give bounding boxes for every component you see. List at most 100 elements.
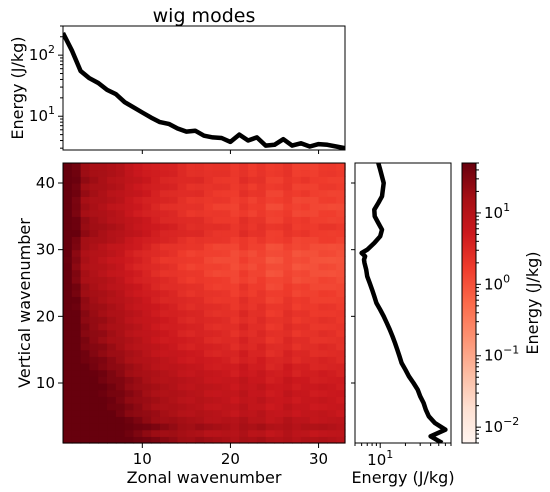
heatmap-cell (292, 363, 302, 371)
heatmap-cell (204, 429, 214, 437)
heatmap-cell (89, 369, 99, 377)
heatmap-cell (230, 376, 240, 384)
heatmap-cell (71, 389, 82, 397)
heatmap-cell (168, 196, 179, 204)
heatmap-cell (168, 336, 179, 344)
heatmap-cell (124, 189, 135, 197)
heatmap-cell (230, 263, 240, 271)
heatmap-cell (80, 409, 91, 417)
heatmap-cell (63, 163, 73, 171)
heatmap-cell (89, 403, 99, 411)
heatmap-cell (283, 436, 293, 444)
heatmap-cell (265, 343, 276, 351)
heatmap-cell (168, 383, 179, 391)
heatmap-cell (195, 243, 205, 251)
heatmap-cell (142, 283, 152, 291)
heatmap-cell (168, 243, 179, 251)
heatmap-cell (221, 189, 232, 197)
heatmap-cell (177, 323, 187, 331)
heatmap-cell (151, 436, 161, 444)
heatmap-cell (133, 329, 143, 337)
heatmap-cell (168, 436, 179, 444)
heatmap-cell (318, 176, 328, 184)
heatmap-cell (98, 303, 108, 311)
heatmap-cell (107, 203, 117, 211)
heatmap-cell (292, 296, 302, 304)
heatmap-cell (327, 203, 337, 211)
heatmap-cell (230, 403, 240, 411)
heatmap-cell (89, 303, 99, 311)
heatmap-cell (71, 189, 82, 197)
heatmap-cell (256, 303, 267, 311)
heatmap-cell (195, 363, 205, 371)
heatmap-cell (309, 263, 320, 271)
heatmap-cell (168, 256, 179, 264)
heatmap-cell (212, 243, 223, 251)
heatmap-cell (221, 389, 232, 397)
heatmap-cell (107, 356, 117, 364)
heatmap-cell (221, 176, 232, 184)
heatmap-cell (230, 189, 240, 197)
heatmap-cell (336, 216, 346, 224)
heatmap-cell (80, 389, 91, 397)
heatmap-cell (239, 229, 249, 237)
heatmap-cell (318, 396, 328, 404)
heatmap-cell (186, 336, 196, 344)
heatmap-cell (89, 316, 99, 324)
heatmap-cell (159, 269, 170, 277)
heatmap-cell (195, 229, 205, 237)
heatmap-cell (98, 296, 108, 304)
heatmap-cell (318, 269, 328, 277)
heatmap-cell (177, 236, 187, 244)
heatmap-cell (63, 403, 73, 411)
heatmap-cell (115, 336, 126, 344)
heatmap-cell (151, 349, 161, 357)
heatmap-cell (274, 216, 284, 224)
heatmap-cell (300, 236, 311, 244)
heatmap-cell (265, 323, 276, 331)
heatmap-cell (336, 363, 346, 371)
heatmap-cell (186, 256, 196, 264)
heatmap-cell (89, 229, 99, 237)
heatmap-cell (115, 256, 126, 264)
heatmap-cell (256, 409, 267, 417)
heatmap-cell (265, 183, 276, 191)
heatmap-cell (63, 363, 73, 371)
heatmap-cell (151, 309, 161, 317)
heatmap-cell (115, 436, 126, 444)
heatmap-cell (256, 423, 267, 431)
heatmap-cell (159, 409, 170, 417)
heatmap-cell (89, 309, 99, 317)
heatmap-cell (239, 183, 249, 191)
heatmap-cell (151, 303, 161, 311)
heatmap-cell (204, 196, 214, 204)
heatmap-cell (265, 429, 276, 437)
heatmap-cell (89, 203, 99, 211)
heatmap-cell (309, 376, 320, 384)
heatmap-cell (186, 436, 196, 444)
heatmap-cell (292, 263, 302, 271)
heatmap-cell (133, 176, 143, 184)
heatmap-cell (159, 196, 170, 204)
heatmap-cell (98, 276, 108, 284)
heatmap-cell (309, 316, 320, 324)
heatmap-cell (98, 336, 108, 344)
heatmap-cell (212, 396, 223, 404)
heatmap-cell (248, 343, 258, 351)
heatmap-cell (239, 409, 249, 417)
heatmap-cell (256, 223, 267, 231)
heatmap-cell (274, 356, 284, 364)
heatmap-cell (248, 336, 258, 344)
heatmap-cell (318, 309, 328, 317)
heatmap-cell (221, 423, 232, 431)
heatmap-cell (292, 356, 302, 364)
heatmap-cell (221, 269, 232, 277)
heatmap-cell (195, 343, 205, 351)
heatmap-cell (133, 309, 143, 317)
heatmap-cell (292, 389, 302, 397)
heatmap-cell (107, 296, 117, 304)
heatmap-cell (221, 383, 232, 391)
heatmap-cell (212, 276, 223, 284)
heatmap-cell (107, 383, 117, 391)
heatmap-cell (283, 236, 293, 244)
